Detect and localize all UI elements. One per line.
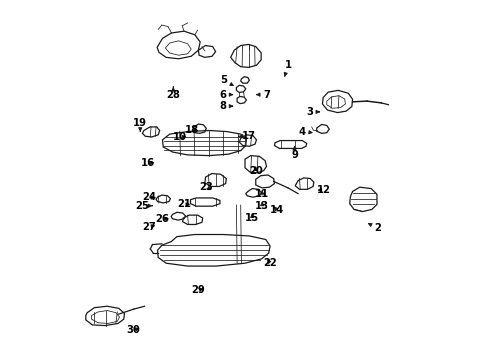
Text: 13: 13 <box>255 201 269 211</box>
Text: 16: 16 <box>141 158 154 168</box>
Text: 4: 4 <box>299 127 312 136</box>
Text: 8: 8 <box>219 101 232 111</box>
Text: 19: 19 <box>133 118 147 131</box>
Text: 6: 6 <box>219 90 232 100</box>
Text: 3: 3 <box>306 107 319 117</box>
Text: 26: 26 <box>156 214 170 224</box>
Text: 27: 27 <box>142 222 156 231</box>
Text: 18: 18 <box>185 125 199 135</box>
Text: 17: 17 <box>239 131 256 141</box>
Text: 30: 30 <box>126 325 140 335</box>
Text: 10: 10 <box>173 132 187 142</box>
Text: 20: 20 <box>249 166 263 176</box>
Text: 25: 25 <box>136 201 152 211</box>
Text: 21: 21 <box>177 199 191 210</box>
Text: 28: 28 <box>166 87 180 100</box>
Text: 24: 24 <box>142 192 156 202</box>
Text: 7: 7 <box>257 90 270 100</box>
Text: 9: 9 <box>291 147 298 160</box>
Text: 1: 1 <box>284 60 292 76</box>
Text: 11: 11 <box>255 189 270 199</box>
Text: 5: 5 <box>220 75 233 85</box>
Text: 22: 22 <box>263 258 277 268</box>
Text: 29: 29 <box>191 285 204 296</box>
Text: 14: 14 <box>270 205 284 215</box>
Text: 12: 12 <box>317 185 331 195</box>
Text: 2: 2 <box>368 224 381 233</box>
Text: 15: 15 <box>245 213 259 222</box>
Text: 23: 23 <box>199 182 213 192</box>
